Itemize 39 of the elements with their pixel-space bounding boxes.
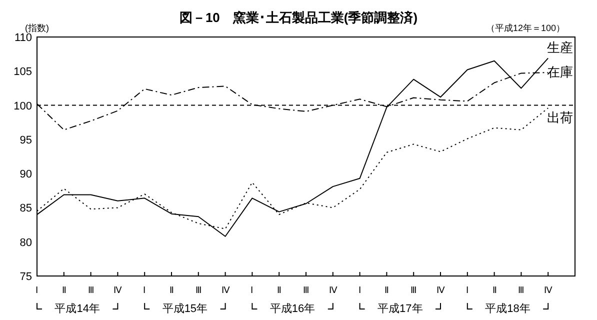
- x-tick-label: Ⅰ: [358, 285, 362, 295]
- x-tick-label: Ⅰ: [466, 285, 469, 295]
- y-tick-label: 75: [20, 271, 32, 283]
- y-tick-label: 95: [20, 134, 32, 146]
- y-tick-label: 110: [14, 32, 32, 44]
- x-tick-label: Ⅳ: [114, 285, 123, 295]
- x-tick-label: Ⅱ: [62, 285, 66, 295]
- x-tick-label: Ⅲ: [410, 285, 417, 295]
- series-label: 在庫: [547, 64, 573, 80]
- x-tick-label: Ⅳ: [544, 285, 554, 295]
- text: 平成18年: [485, 302, 530, 315]
- x-tick-label: Ⅳ: [436, 285, 446, 295]
- y-tick-label: 100: [14, 100, 32, 112]
- x-tick-label: Ⅰ: [143, 285, 146, 295]
- x-tick-label: Ⅲ: [303, 285, 309, 295]
- x-tick-label: Ⅳ: [328, 285, 338, 295]
- x-tick-label: Ⅲ: [88, 285, 94, 295]
- text: 平成16年: [270, 302, 316, 315]
- y-tick-label: 80: [20, 236, 32, 249]
- x-tick-label: Ⅲ: [195, 285, 202, 295]
- text: 平成15年: [162, 302, 208, 315]
- y-axis-title: (指数): [25, 23, 49, 33]
- x-tick-label: Ⅱ: [170, 285, 174, 295]
- x-tick-label: Ⅲ: [518, 285, 524, 295]
- x-tick-label: Ⅳ: [221, 285, 230, 295]
- y-tick-label: 90: [20, 168, 32, 181]
- series-label: 出荷: [547, 110, 573, 126]
- text: 平成17年: [378, 302, 423, 315]
- text: 平成14年: [54, 302, 100, 315]
- x-tick-label: Ⅱ: [492, 285, 496, 295]
- chart-title: 図－10 窯業･土石製品工業(季節調整済): [179, 10, 418, 25]
- x-tick-label: Ⅱ: [384, 285, 389, 295]
- x-tick-label: Ⅰ: [36, 285, 38, 295]
- x-tick-label: Ⅱ: [277, 285, 282, 295]
- y-tick-label: 85: [20, 202, 32, 215]
- chart-subtitle: （平成12年＝100）: [486, 23, 565, 33]
- x-tick-label: Ⅰ: [250, 285, 254, 295]
- y-tick-label: 105: [14, 66, 32, 78]
- series-label: 生産: [547, 40, 573, 56]
